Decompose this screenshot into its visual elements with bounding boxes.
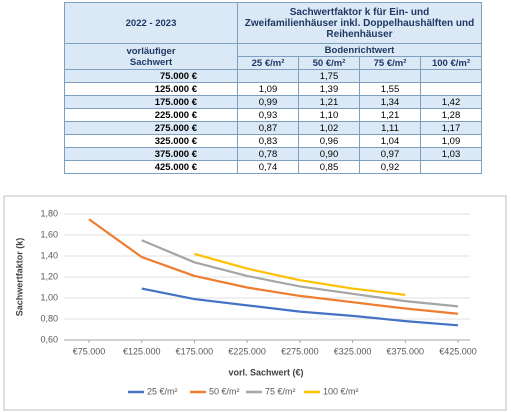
y-tick-label: 1,20 [40, 271, 58, 281]
table-cell: 0,74 [237, 160, 299, 174]
column-header-row: 25 €/m² 50 €/m² 75 €/m² 100 €/m² [65, 56, 482, 70]
legend-label: 100 €/m² [323, 386, 359, 396]
row-header: vorläufiger Sachwert [64, 43, 238, 70]
row-label: 425.000 € [64, 160, 238, 174]
table-cell [420, 69, 482, 83]
y-tick-label: 1,80 [40, 208, 58, 218]
column-header: 75 €/m² [359, 56, 421, 70]
table-cell: 1,34 [359, 95, 421, 109]
table-cell: 0,90 [298, 147, 360, 161]
x-tick-label: €175.000 [176, 346, 214, 356]
y-tick-label: 0,60 [40, 334, 58, 344]
series-line [141, 287, 459, 327]
series-line [194, 252, 406, 296]
legend-label: 50 €/m² [209, 386, 240, 396]
series-line [141, 239, 459, 308]
y-axis-title: Sachwertfaktor (k) [14, 238, 24, 317]
table-cell [420, 160, 482, 174]
table-row: 375.000 €0,78 0,90 0,97 1,03 [64, 147, 482, 161]
x-tick-label: €325.000 [334, 346, 372, 356]
y-tick-label: 1,40 [40, 250, 58, 260]
x-axis-title: vorl. Sachwert (€) [228, 367, 303, 377]
table-cell: 0,99 [237, 95, 299, 109]
y-tick-label: 0,80 [40, 313, 58, 323]
legend-label: 25 €/m² [147, 386, 178, 396]
table-row: 225.000 €0,93 1,10 1,21 1,28 [64, 108, 482, 122]
row-label: 275.000 € [64, 121, 238, 135]
x-tick-label: €75.000 [73, 346, 106, 356]
table-row: 325.000 €0,83 0,96 1,04 1,09 [64, 134, 482, 148]
x-tick-label: €225.000 [228, 346, 266, 356]
series-line [88, 218, 459, 315]
x-tick-label: €275.000 [281, 346, 319, 356]
table-cell: 1,17 [420, 121, 482, 135]
table-row: 75.000 €1,75 [64, 69, 482, 83]
y-tick-label: 1,00 [40, 292, 58, 302]
row-label: 75.000 € [64, 69, 238, 83]
y-tick-label: 1,60 [40, 229, 58, 239]
table-corner: 2022 - 2023 [64, 2, 238, 44]
table-cell: 1,21 [298, 95, 360, 109]
x-tick-label: €125.000 [123, 346, 161, 356]
chart-frame [3, 195, 507, 411]
row-header-text: vorläufiger Sachwert [126, 45, 176, 68]
x-tick-label: €425.000 [439, 346, 477, 356]
table-row: 125.000 €1,09 1,39 1,55 [64, 82, 482, 96]
table-title: Sachwertfaktor k für Ein- und Zweifamili… [237, 2, 482, 44]
legend-label: 75 €/m² [265, 386, 296, 396]
table-row: 425.000 €0,74 0,85 0,92 [64, 160, 482, 174]
table: 2022 - 2023 Sachwertfaktor k für Ein- un… [64, 2, 482, 174]
column-header: 100 €/m² [420, 56, 482, 70]
column-header: 25 €/m² [237, 56, 299, 70]
x-tick-label: €375.000 [387, 346, 425, 356]
